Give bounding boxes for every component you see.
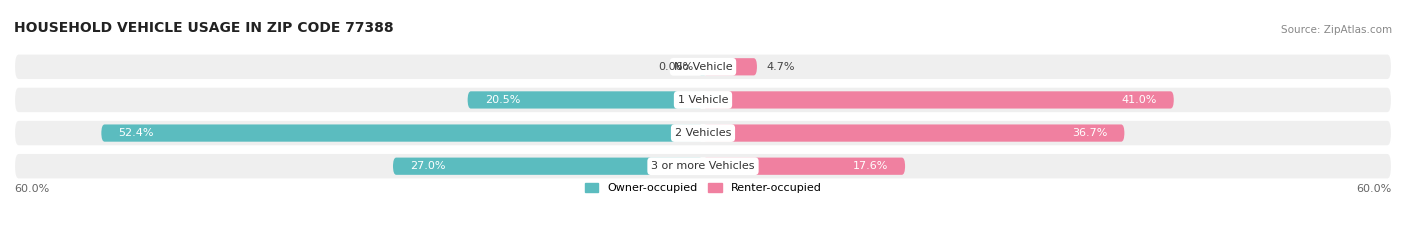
Text: 2 Vehicles: 2 Vehicles <box>675 128 731 138</box>
FancyBboxPatch shape <box>14 120 1392 146</box>
Text: 17.6%: 17.6% <box>852 161 887 171</box>
FancyBboxPatch shape <box>14 87 1392 113</box>
Text: 4.7%: 4.7% <box>766 62 794 72</box>
FancyBboxPatch shape <box>700 58 706 75</box>
Text: 60.0%: 60.0% <box>1357 184 1392 194</box>
Text: 41.0%: 41.0% <box>1121 95 1157 105</box>
FancyBboxPatch shape <box>14 153 1392 179</box>
FancyBboxPatch shape <box>101 124 703 142</box>
Text: 1 Vehicle: 1 Vehicle <box>678 95 728 105</box>
Text: 27.0%: 27.0% <box>411 161 446 171</box>
Text: HOUSEHOLD VEHICLE USAGE IN ZIP CODE 77388: HOUSEHOLD VEHICLE USAGE IN ZIP CODE 7738… <box>14 21 394 35</box>
Text: No Vehicle: No Vehicle <box>673 62 733 72</box>
FancyBboxPatch shape <box>703 58 756 75</box>
FancyBboxPatch shape <box>703 158 905 175</box>
FancyBboxPatch shape <box>14 54 1392 80</box>
Legend: Owner-occupied, Renter-occupied: Owner-occupied, Renter-occupied <box>581 178 825 197</box>
Text: 60.0%: 60.0% <box>14 184 49 194</box>
Text: Source: ZipAtlas.com: Source: ZipAtlas.com <box>1281 25 1392 35</box>
Text: 20.5%: 20.5% <box>485 95 520 105</box>
FancyBboxPatch shape <box>392 158 703 175</box>
FancyBboxPatch shape <box>703 124 1125 142</box>
Text: 3 or more Vehicles: 3 or more Vehicles <box>651 161 755 171</box>
Text: 36.7%: 36.7% <box>1071 128 1107 138</box>
Text: 0.06%: 0.06% <box>658 62 693 72</box>
FancyBboxPatch shape <box>703 91 1174 109</box>
FancyBboxPatch shape <box>468 91 703 109</box>
Text: 52.4%: 52.4% <box>118 128 155 138</box>
